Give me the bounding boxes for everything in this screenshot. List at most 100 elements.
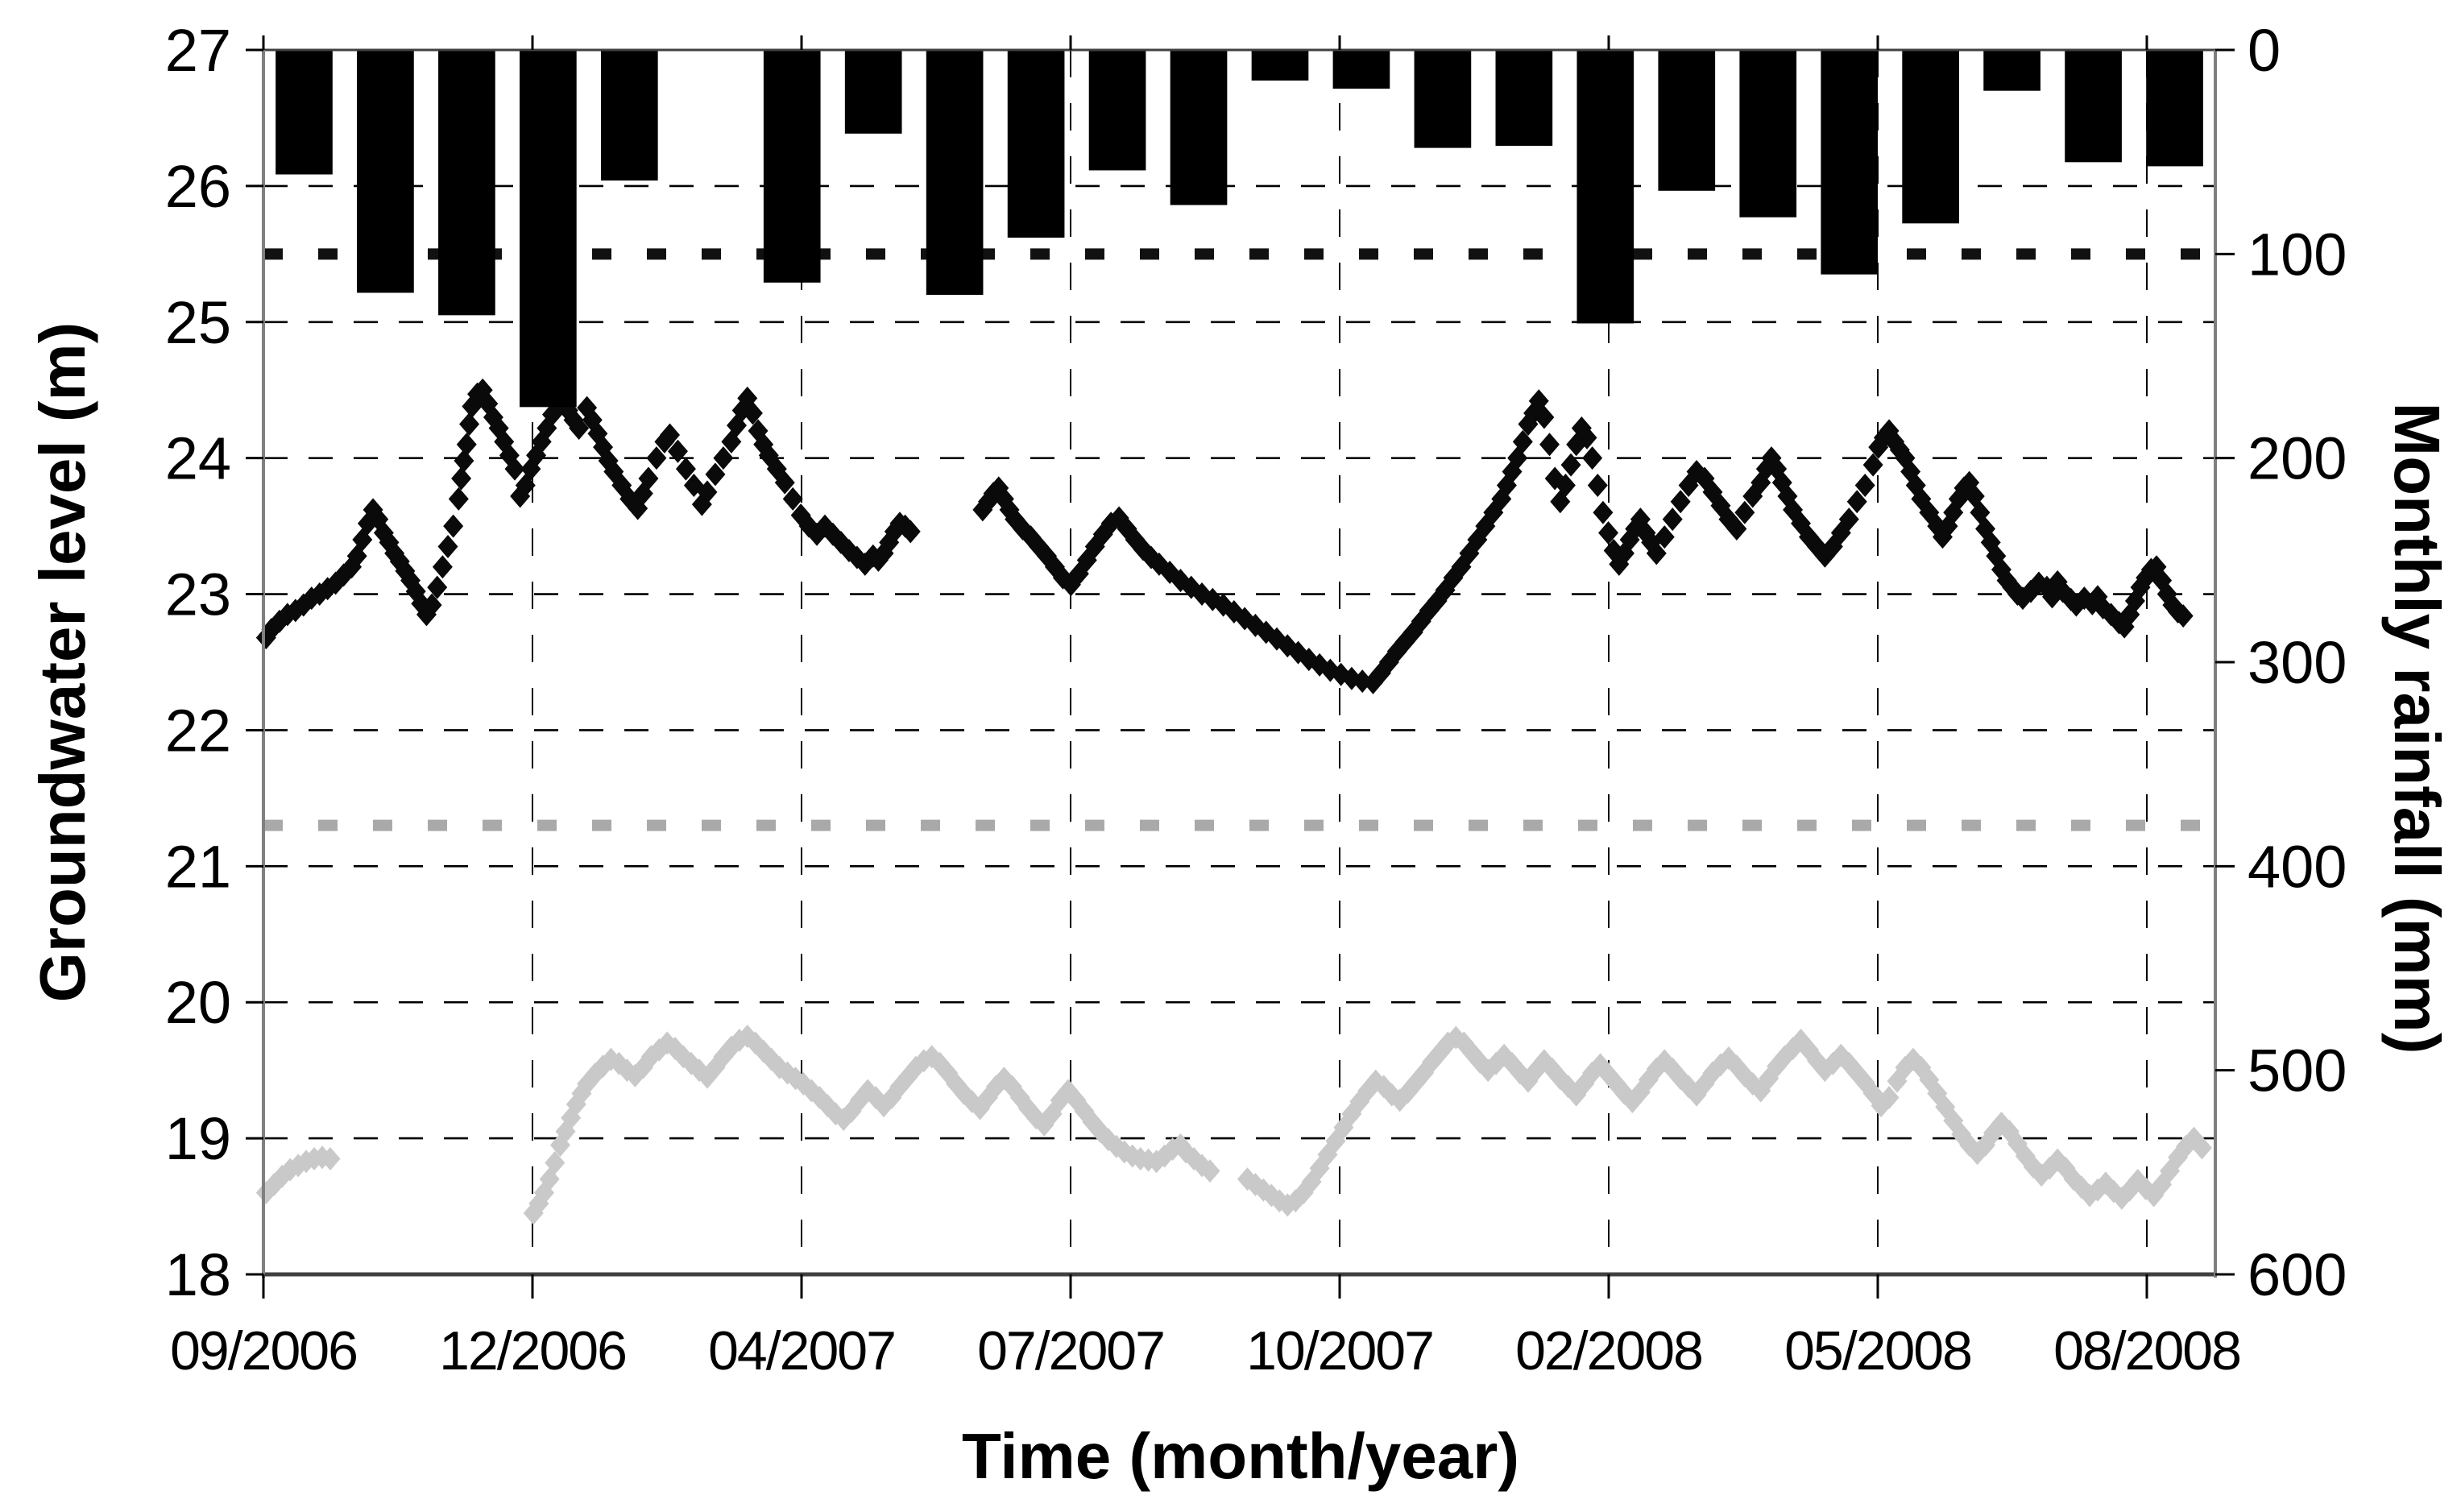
rainfall-bar-03/2008 bbox=[1739, 50, 1797, 217]
groundwater-level-shallow-point bbox=[320, 1146, 341, 1170]
y-right-tick-label: 600 bbox=[2248, 1241, 2347, 1308]
rainfall-bar-10/2007 bbox=[1332, 50, 1390, 89]
groundwater-level-deep-point bbox=[1512, 429, 1533, 454]
groundwater-level-deep-point bbox=[713, 446, 734, 470]
y-left-tick-label: 20 bbox=[165, 969, 231, 1036]
groundwater-level-deep-point bbox=[577, 396, 598, 420]
groundwater-level-shallow-point bbox=[1879, 1085, 1900, 1109]
rainfall-bar-12/2006 bbox=[520, 50, 577, 408]
rainfall-bar-02/2008 bbox=[1658, 50, 1716, 191]
rainfall-bar-09/2007 bbox=[1251, 50, 1309, 81]
groundwater-level-deep-point bbox=[1646, 541, 1667, 565]
x-axis-title: Time (month/year) bbox=[962, 1420, 1519, 1492]
groundwater-level-deep-point bbox=[569, 416, 590, 441]
rainfall-bar-03/2007 bbox=[763, 50, 821, 283]
groundwater-level-deep-point bbox=[1846, 490, 1867, 514]
groundwater-level-deep-point bbox=[1576, 425, 1597, 449]
groundwater-level-deep-point bbox=[504, 457, 525, 481]
groundwater-level-deep-point bbox=[705, 462, 726, 487]
groundwater-level-deep-point bbox=[1662, 507, 1683, 532]
groundwater-level-deep-point bbox=[456, 433, 477, 457]
rainfall-bar-01/2007 bbox=[600, 50, 658, 181]
rainfall-bar-06/2008 bbox=[1983, 50, 2040, 91]
groundwater-level-shallow-point bbox=[2191, 1136, 2212, 1160]
y-left-tick-label: 23 bbox=[165, 561, 231, 628]
y-left-tick-label: 19 bbox=[165, 1105, 231, 1172]
groundwater-level-deep-point bbox=[1734, 500, 1755, 524]
groundwater-level-deep-point bbox=[451, 466, 472, 491]
groundwater-level-deep-point bbox=[1670, 490, 1691, 514]
x-tick-label: 02/2008 bbox=[1515, 1320, 1702, 1382]
y-left-tick-label: 22 bbox=[165, 697, 231, 764]
groundwater-level-deep-point bbox=[1593, 500, 1614, 524]
rainfall-bar-05/2008 bbox=[1902, 50, 1959, 224]
rainfall-bar-07/2008 bbox=[2065, 50, 2122, 163]
groundwater-level-deep-point bbox=[742, 401, 763, 425]
groundwater-level-deep-point bbox=[900, 520, 921, 544]
groundwater-level-deep-point bbox=[638, 466, 659, 491]
groundwater-level-deep-point bbox=[1635, 521, 1656, 545]
x-tick-label: 10/2007 bbox=[1246, 1320, 1433, 1382]
rainfall-bar-01/2008 bbox=[1576, 50, 1634, 324]
rainfall-bar-11/2006 bbox=[438, 50, 495, 316]
groundwater-level-shallow-point bbox=[545, 1151, 566, 1175]
y-right-tick-label: 300 bbox=[2248, 629, 2347, 696]
y-right-tick-label: 100 bbox=[2248, 221, 2347, 288]
y-left-tick-label: 26 bbox=[165, 153, 231, 220]
groundwater-level-deep-point bbox=[646, 446, 667, 470]
rainfall-bar-09/2006 bbox=[276, 50, 333, 175]
y-right-tick-label: 500 bbox=[2248, 1038, 2347, 1104]
y-left-tick-label: 24 bbox=[165, 425, 231, 492]
y-left-tick-label: 21 bbox=[165, 833, 231, 900]
y-left-axis-title: Groundwater level (m) bbox=[27, 321, 98, 1003]
y-left-tick-label: 27 bbox=[165, 17, 231, 84]
groundwater-level-deep-point bbox=[459, 412, 480, 436]
rainfall-bar-10/2006 bbox=[357, 50, 414, 293]
groundwater-level-deep-point bbox=[1582, 446, 1603, 470]
groundwater-level-deep-point bbox=[1560, 453, 1581, 477]
groundwater-level-deep-point bbox=[782, 487, 803, 511]
y-right-axis-title: Monthly rainfall (mm) bbox=[2381, 402, 2453, 1054]
groundwater-level-deep-point bbox=[432, 555, 453, 579]
rainfall-bar-08/2008 bbox=[2146, 50, 2203, 167]
rainfall-bar-12/2007 bbox=[1495, 50, 1553, 147]
y-right-tick-label: 200 bbox=[2248, 425, 2347, 492]
rainfall-bar-06/2007 bbox=[1007, 50, 1065, 238]
groundwater-level-deep-point bbox=[667, 439, 688, 463]
y-left-tick-label: 25 bbox=[165, 289, 231, 356]
groundwater-level-deep-point bbox=[1862, 453, 1883, 477]
groundwater-level-deep-point bbox=[437, 534, 458, 558]
y-left-tick-label: 18 bbox=[165, 1241, 231, 1308]
rainfall-bar-05/2007 bbox=[926, 50, 984, 295]
rainfall-bar-04/2008 bbox=[1821, 50, 1879, 275]
groundwater-level-deep-point bbox=[774, 470, 795, 495]
groundwater-level-deep-point bbox=[443, 514, 464, 538]
groundwater-level-deep-point bbox=[697, 480, 718, 504]
groundwater-level-deep-point bbox=[421, 593, 442, 617]
groundwater-level-deep-point bbox=[1838, 507, 1859, 532]
rainfall-bar-04/2007 bbox=[844, 50, 902, 134]
groundwater-level-deep-point bbox=[1654, 525, 1675, 549]
rainfall-bar-08/2007 bbox=[1170, 50, 1228, 205]
groundwater-level-deep-point bbox=[1854, 473, 1875, 497]
groundwater-level-deep-point bbox=[2173, 604, 2194, 628]
groundwater-level-deep-point bbox=[427, 575, 448, 599]
x-tick-label: 07/2007 bbox=[977, 1320, 1164, 1382]
groundwater-level-deep-point bbox=[660, 423, 681, 447]
groundwater-level-deep-point bbox=[1587, 473, 1608, 497]
x-tick-label: 12/2006 bbox=[439, 1320, 626, 1382]
groundwater-level-deep-point bbox=[1555, 473, 1576, 497]
groundwater-level-deep-point bbox=[448, 487, 469, 511]
x-tick-label: 05/2008 bbox=[1784, 1320, 1971, 1382]
groundwater-level-deep-point bbox=[675, 457, 696, 481]
x-tick-label: 04/2007 bbox=[708, 1320, 895, 1382]
groundwater-level-shallow-point bbox=[1199, 1159, 1220, 1183]
groundwater-level-deep-point bbox=[1598, 521, 1619, 545]
rainfall-bar-11/2007 bbox=[1414, 50, 1472, 148]
groundwater-level-deep-point bbox=[454, 449, 474, 473]
y-right-tick-label: 400 bbox=[2248, 833, 2347, 900]
rainfall-bar-07/2007 bbox=[1088, 50, 1146, 171]
groundwater-level-deep-point bbox=[1539, 433, 1560, 457]
